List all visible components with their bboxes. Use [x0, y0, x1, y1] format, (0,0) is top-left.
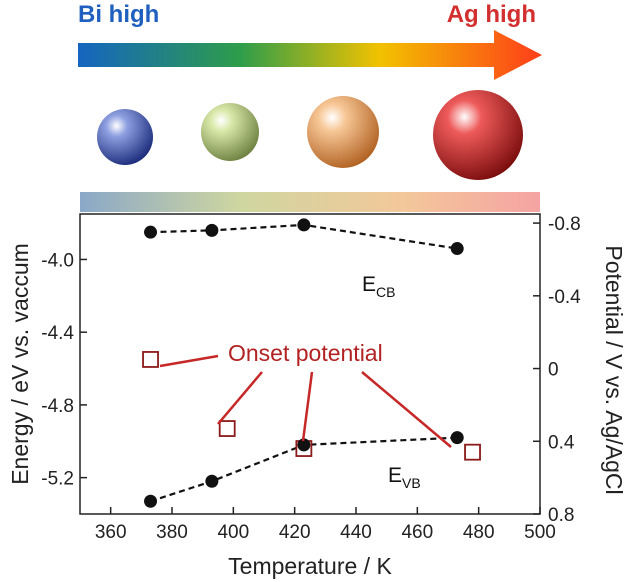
x-tick-label: 400 [217, 522, 249, 543]
x-tick-label: 460 [401, 522, 433, 543]
composition-arrow [78, 30, 542, 80]
onset-potential-point [464, 443, 481, 461]
x-tick-label: 440 [340, 522, 372, 543]
onset-potential-annotation: Onset potential [228, 340, 383, 366]
y2-axis-label: Potential / V vs. Ag/AgCl [601, 245, 624, 494]
composition-band [80, 192, 540, 212]
lines-layer [150, 223, 458, 503]
pointer-1 [159, 354, 219, 368]
ticks-layer: 360 380 400 420 440 460 480 500 -4.0 -4.4 -4.8 -5.2… [41, 214, 581, 543]
ecb-point [144, 225, 158, 239]
ecb-trend-line [150, 223, 458, 250]
y-axis-label: Energy / eV vs. vaccum [7, 243, 33, 485]
onset-potential-point [142, 351, 159, 368]
x-tick-label: 500 [524, 522, 556, 543]
sphere-bi-high [97, 109, 153, 165]
plot-frame [79, 213, 541, 515]
sphere-bi-mid [201, 103, 259, 161]
ecb-point [450, 242, 464, 256]
evb-label: EVB [388, 464, 421, 491]
x-tick-label: 380 [156, 522, 188, 543]
pointer-4 [361, 371, 452, 448]
annotation-pointers [159, 354, 452, 448]
x-tick-label: 480 [463, 522, 495, 543]
bi-high-label: Bi high [78, 1, 159, 28]
evb-point [144, 494, 158, 508]
y-tick-label: -4.4 [41, 323, 74, 344]
y2-tick-label: 0.8 [548, 505, 574, 526]
pointer-3 [301, 371, 314, 442]
x-axis-label: Temperature / K [228, 553, 392, 579]
x-tick-label: 360 [95, 522, 127, 543]
y-tick-label: -5.2 [41, 469, 74, 490]
x-tick-label: 420 [279, 522, 311, 543]
y2-tick-label: -0.8 [548, 214, 581, 235]
ecb-label: ECB [362, 273, 395, 300]
y-tick-label: -4.8 [41, 396, 74, 417]
sphere-ag-high [433, 90, 523, 180]
y2-tick-label: -0.4 [548, 287, 581, 308]
ecb-point [205, 223, 219, 237]
evb-point [450, 431, 464, 445]
pointer-2 [217, 371, 263, 425]
ecb-point [297, 218, 311, 232]
y2-tick-label: 0 [548, 360, 559, 381]
evb-trend-line [150, 436, 458, 503]
evb-point [205, 474, 219, 488]
ag-high-label: Ag high [447, 1, 536, 28]
evb-point [297, 438, 311, 452]
onset-potential-point [218, 420, 236, 437]
sphere-row [97, 90, 523, 180]
y-tick-label: -4.0 [41, 250, 74, 271]
sphere-ag-mid [307, 96, 379, 168]
marks-layer [142, 218, 481, 508]
y2-tick-label: 0.4 [548, 432, 575, 453]
